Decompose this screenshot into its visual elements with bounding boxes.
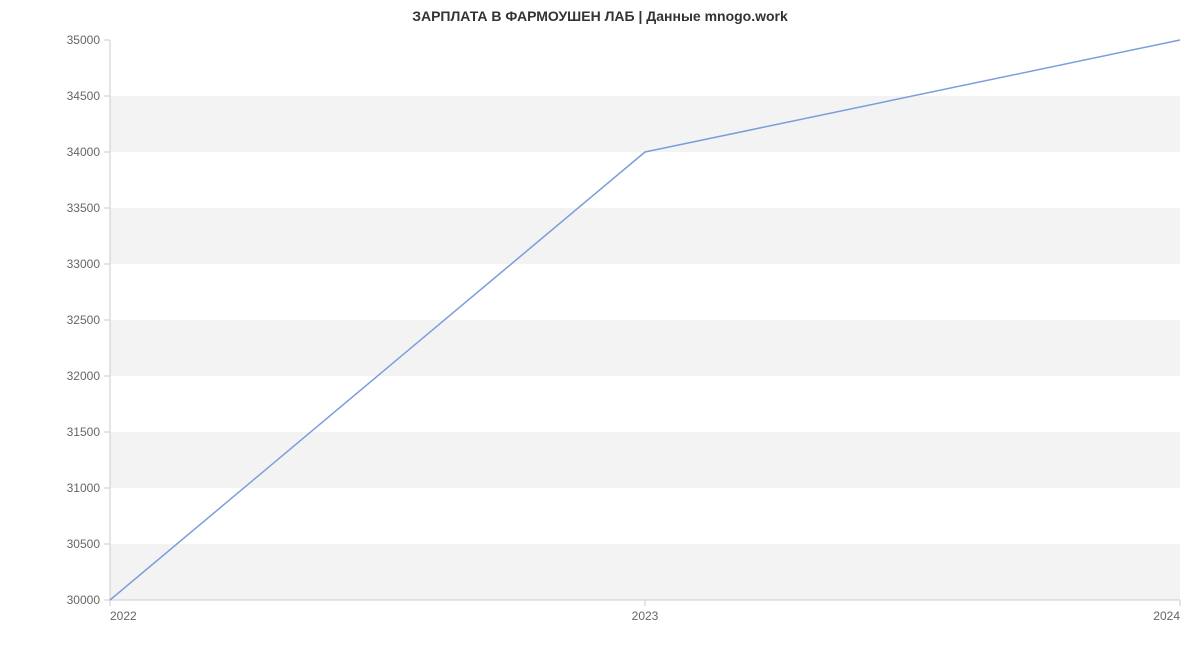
chart-title: ЗАРПЛАТА В ФАРМОУШЕН ЛАБ | Данные mnogo.… — [0, 8, 1200, 24]
x-tick-label: 2024 — [1153, 609, 1180, 623]
y-tick-label: 33500 — [67, 201, 101, 215]
y-tick-label: 33000 — [67, 257, 101, 271]
y-tick-label: 32000 — [67, 369, 101, 383]
x-tick-label: 2022 — [110, 609, 137, 623]
y-tick-label: 30000 — [67, 593, 101, 607]
y-tick-label: 34500 — [67, 89, 101, 103]
salary-line-chart: ЗАРПЛАТА В ФАРМОУШЕН ЛАБ | Данные mnogo.… — [0, 0, 1200, 650]
y-tick-label: 31000 — [67, 481, 101, 495]
y-tick-label: 35000 — [67, 33, 101, 47]
y-tick-label: 31500 — [67, 425, 101, 439]
y-tick-label: 34000 — [67, 145, 101, 159]
x-tick-label: 2023 — [632, 609, 659, 623]
y-tick-label: 30500 — [67, 537, 101, 551]
chart-svg: 30000 30500 31000 31500 32000 32500 33000 33500… — [0, 0, 1200, 650]
y-tick-label: 32500 — [67, 313, 101, 327]
